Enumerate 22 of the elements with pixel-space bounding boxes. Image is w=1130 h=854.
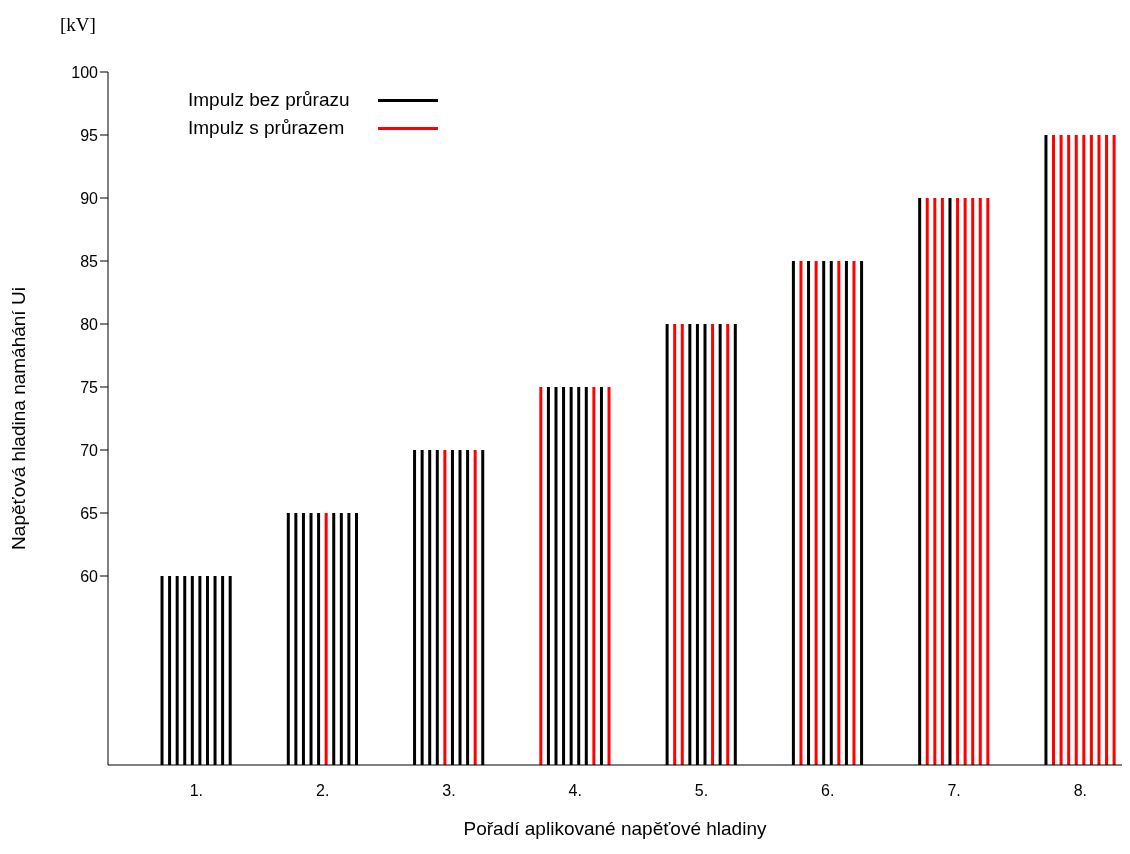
x-tick-label: 1. <box>189 782 204 800</box>
x-tick-label: 7. <box>947 782 961 800</box>
x-tick-label: 2. <box>316 782 330 800</box>
legend-label: Impulz s průrazem <box>188 116 346 140</box>
x-tick-label: 5. <box>694 782 709 800</box>
y-tick-label: 65 <box>80 504 99 522</box>
x-tick-label: 8. <box>1073 782 1087 800</box>
legend-label: Impulz bez průrazu <box>188 88 351 112</box>
y-axis-title: Napěťová hladina namáhání Ui <box>7 287 29 550</box>
y-tick-label: 75 <box>80 378 99 396</box>
x-tick-label: 3. <box>442 782 456 800</box>
x-tick-label: 4. <box>568 782 582 800</box>
x-tick-label: 6. <box>821 782 835 800</box>
y-tick-label: 60 <box>80 567 99 585</box>
y-tick-label: 95 <box>80 126 99 144</box>
x-axis-title: Pořadí aplikované napěťové hladiny <box>463 818 767 839</box>
y-tick-label: 80 <box>80 315 99 333</box>
y-tick-label: 90 <box>80 189 99 207</box>
y-tick-label: 70 <box>80 441 99 459</box>
text: [kV] <box>60 14 96 36</box>
y-tick-label: 85 <box>80 252 99 270</box>
y-tick-label: 100 <box>71 63 99 81</box>
